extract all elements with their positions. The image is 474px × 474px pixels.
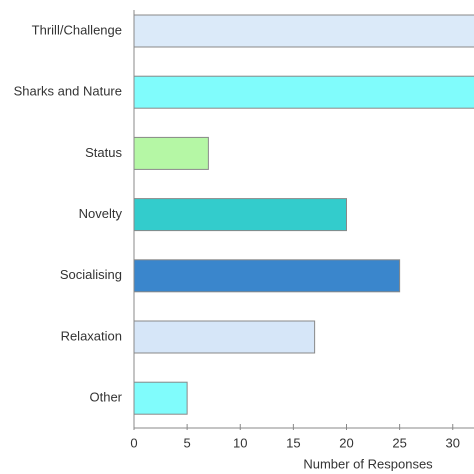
y-tick-label: Status <box>85 145 122 160</box>
x-tick-label: 25 <box>392 435 406 450</box>
bar <box>133 14 474 48</box>
bar <box>133 136 209 170</box>
bar <box>133 320 316 354</box>
x-tick-label: 10 <box>233 435 247 450</box>
y-tick-label: Socialising <box>60 267 122 282</box>
y-tick-label: Other <box>89 390 122 405</box>
bar <box>133 259 401 293</box>
x-tick-label: 5 <box>184 435 191 450</box>
x-tick-label: 0 <box>130 435 137 450</box>
bar <box>133 198 347 232</box>
x-tick-label: 15 <box>286 435 300 450</box>
y-tick-label: Relaxation <box>61 328 122 343</box>
x-axis-label: Number of Responses <box>303 456 433 471</box>
x-tick-label: 20 <box>339 435 353 450</box>
bar <box>133 75 474 109</box>
y-tick-label: Sharks and Nature <box>14 84 122 99</box>
bar <box>133 381 188 415</box>
y-tick-label: Novelty <box>79 206 123 221</box>
y-tick-label: Thrill/Challenge <box>32 22 122 37</box>
x-tick-label: 30 <box>446 435 460 450</box>
